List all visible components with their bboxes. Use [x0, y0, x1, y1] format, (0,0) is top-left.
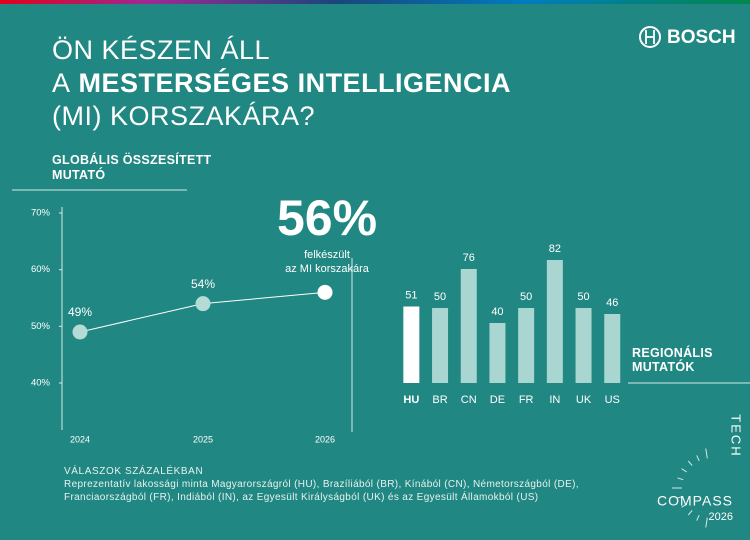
title-part: A [52, 68, 71, 98]
compass-tick [677, 477, 684, 481]
title-line: ÖN KÉSZEN ÁLL [52, 35, 270, 65]
bar [546, 260, 563, 383]
compass-icon [672, 448, 708, 528]
x-tick-label: IN [549, 394, 560, 406]
compass-tick [705, 517, 708, 528]
chart-title-line: REGIONÁLIS [632, 345, 713, 360]
top-stripe [0, 0, 750, 4]
title-part: MESTERSÉGES INTELLIGENCIA [79, 67, 512, 98]
compass-tick [681, 503, 687, 508]
logo-text: BOSCH [667, 27, 736, 48]
x-tick-label: US [605, 394, 620, 406]
title-line: (MI) KORSZAKÁRA? [52, 101, 315, 131]
chart-title: REGIONÁLIS MUTATÓK [632, 345, 713, 374]
compass-tick [705, 448, 708, 459]
logo-icon [639, 26, 661, 48]
y-tick-label: 60% [31, 264, 51, 275]
chart-title-line: MUTATÓK [632, 359, 695, 374]
bar [489, 323, 506, 383]
logo: BOSCH [639, 26, 736, 48]
annotation: az MI korszakára [285, 263, 370, 275]
x-tick-label: FR [519, 394, 534, 406]
value-label: 54% [191, 277, 215, 291]
compass-tick [677, 495, 684, 499]
y-tick-label: 50% [31, 321, 51, 332]
compass-tick [687, 460, 693, 466]
compass-tick [687, 510, 693, 516]
title-line: A MESTERSÉGES INTELLIGENCIA [52, 67, 511, 98]
x-tick-label: BR [432, 394, 447, 406]
annotation: felkészült [304, 249, 350, 261]
x-tick-label: CN [461, 394, 477, 406]
x-tick-label: 2025 [193, 434, 213, 444]
value-label: 50 [520, 291, 532, 303]
value-label: 50 [434, 291, 446, 303]
brand: 2026 [709, 511, 733, 523]
footer-note: Reprezentatív lakossági minta Magyarorsz… [64, 479, 579, 503]
x-tick-label: DE [490, 394, 505, 406]
value-label: 82 [549, 243, 561, 255]
value-label: 76 [463, 252, 475, 264]
bar [575, 308, 592, 383]
bar [518, 308, 535, 383]
value-label: 49% [68, 305, 92, 319]
brand: COMPASS [657, 493, 733, 509]
point [72, 324, 88, 340]
compass-tick [696, 514, 700, 521]
value-label: 51 [405, 289, 417, 301]
value-label: 50 [577, 291, 589, 303]
headline-value: 56% [277, 190, 377, 246]
bar [460, 269, 477, 383]
compass-tick [696, 455, 700, 462]
x-tick-label: 2024 [70, 434, 90, 444]
x-tick-label: 2026 [315, 434, 335, 444]
brand: TECH [729, 414, 744, 457]
bar [403, 306, 420, 383]
point [195, 296, 211, 312]
bar [604, 314, 621, 383]
x-tick-label: HU [403, 394, 419, 406]
y-tick-label: 40% [31, 378, 51, 389]
bar [432, 308, 449, 383]
y-tick-label: 70% [31, 208, 51, 219]
chart-title: GLOBÁLIS ÖSSZESÍTETT MUTATÓ [52, 153, 212, 182]
compass-tick [681, 468, 687, 473]
point [317, 284, 333, 300]
value-label: 46 [606, 297, 618, 309]
value-label: 40 [491, 306, 503, 318]
footer-heading: VÁLASZOK SZÁZALÉKBAN [64, 466, 204, 477]
x-tick-label: UK [576, 394, 592, 406]
